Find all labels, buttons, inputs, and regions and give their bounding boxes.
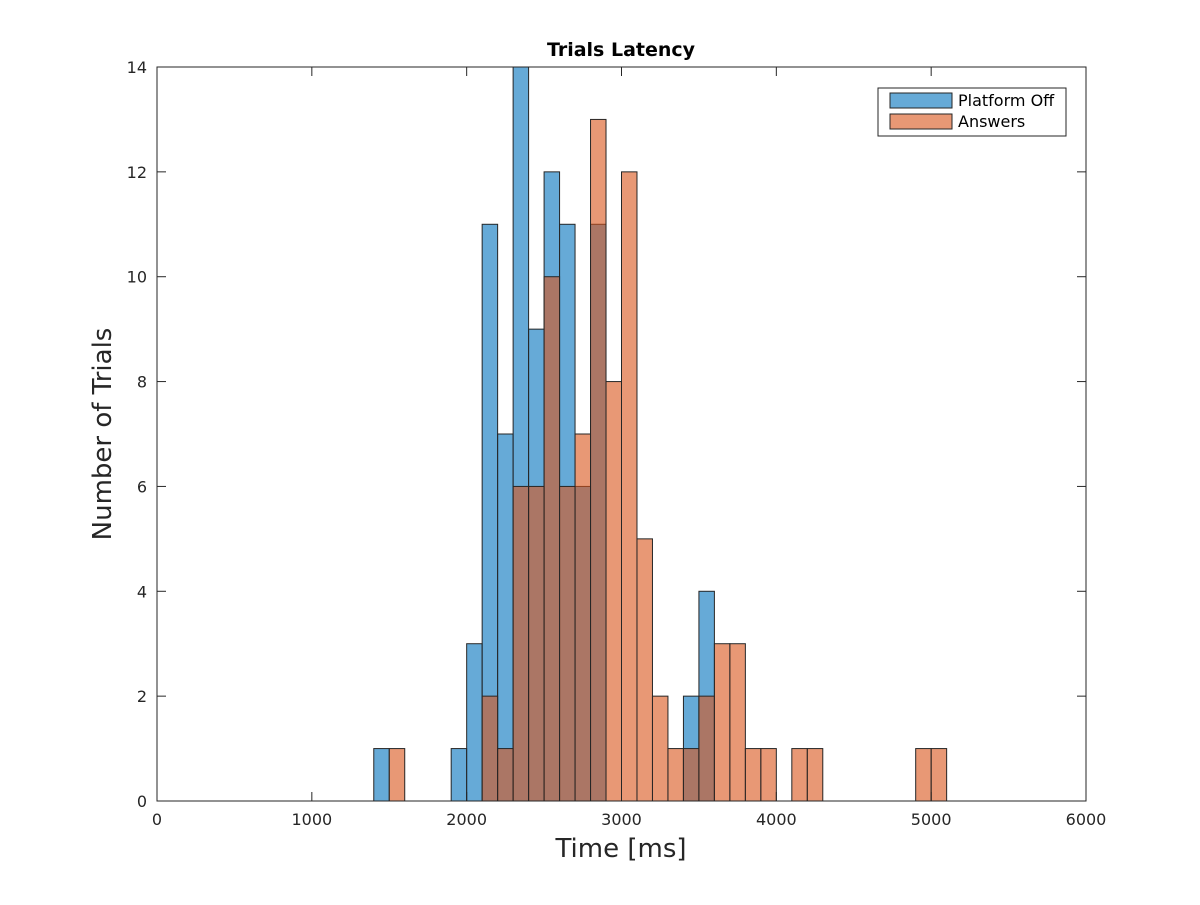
bar-answers: [605, 381, 622, 802]
bar-answers: [806, 748, 824, 802]
bar-answers: [729, 643, 746, 802]
legend-swatch-platform-off: [889, 92, 953, 109]
bar-answers: [621, 171, 638, 802]
x-tick-label: 3000: [601, 810, 642, 829]
bar-answers: [682, 748, 700, 802]
chart-title: Trials Latency: [547, 39, 696, 61]
bar-answers: [930, 748, 948, 802]
bar-answers: [744, 748, 762, 802]
bar-answers: [651, 695, 669, 802]
x-tick-label: 4000: [756, 810, 797, 829]
x-tick-label: 5000: [911, 810, 952, 829]
y-tick-label: 6: [137, 477, 147, 496]
bar-answers: [667, 748, 684, 802]
legend-label-answers: Answers: [958, 112, 1025, 131]
bar-answers: [512, 485, 530, 802]
bar-answers: [698, 695, 715, 802]
bar-answers: [713, 643, 731, 802]
bar-answers: [791, 748, 808, 802]
bar-answers: [497, 748, 514, 802]
bar-answers: [543, 276, 561, 802]
y-tick-label: 12: [127, 163, 147, 182]
x-tick-label: 6000: [1066, 810, 1107, 829]
y-tick-label: 4: [137, 582, 147, 601]
bar-answers: [481, 695, 499, 802]
bar-answers: [590, 118, 607, 802]
bar-answers: [636, 538, 653, 802]
bar-platform-off: [466, 643, 483, 802]
y-tick-label: 0: [137, 792, 147, 811]
bar-answers: [559, 485, 576, 802]
x-tick-label: 1000: [291, 810, 332, 829]
bar-answers: [388, 748, 406, 802]
legend-label-platform-off: Platform Off: [958, 91, 1055, 110]
bar-platform-off: [373, 748, 390, 802]
bar-answers: [915, 748, 932, 802]
bar-answers: [528, 485, 545, 802]
bar-platform-off: [497, 433, 514, 802]
x-tick-label: 2000: [446, 810, 487, 829]
x-tick-label: 0: [152, 810, 162, 829]
ticks-layer: 0 1000 2000 3000 4000 5000 6000 0 2 4 6 8 10 12 14: [127, 58, 1107, 829]
y-tick-label: 2: [137, 687, 147, 706]
legend-swatch-answers: [889, 113, 953, 130]
y-tick-label: 14: [127, 58, 147, 77]
y-axis-label: Number of Trials: [88, 328, 118, 541]
bar-answers: [574, 433, 592, 802]
x-axis-label: Time [ms]: [554, 834, 686, 864]
bar-platform-off: [450, 748, 468, 802]
y-tick-label: 8: [137, 373, 147, 392]
y-tick-label: 10: [127, 268, 147, 287]
bar-answers: [760, 748, 777, 802]
bars-layer: [373, 66, 948, 802]
legend: Platform Off Answers: [877, 87, 1067, 137]
